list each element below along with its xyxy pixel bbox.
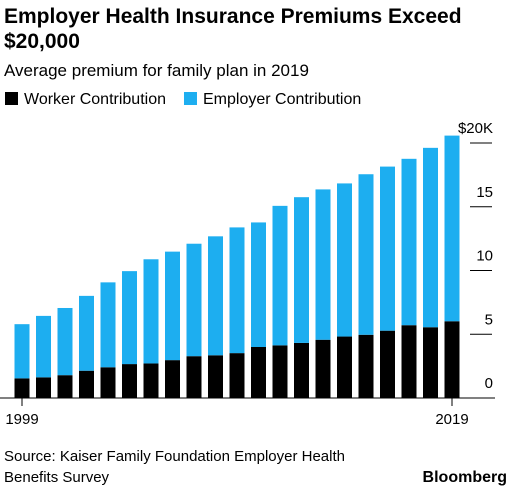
- y-tick-label: 15: [476, 184, 493, 201]
- chart-subtitle: Average premium for family plan in 2019: [4, 61, 309, 80]
- bar-segment: [401, 158, 417, 326]
- bar-segment: [208, 236, 223, 356]
- bar-segment: [165, 360, 180, 398]
- bar-segment: [294, 342, 309, 398]
- bar-segment: [272, 345, 288, 398]
- legend-label: Employer Contribution: [203, 91, 361, 108]
- bar-segment: [143, 363, 159, 398]
- bar-segment: [315, 339, 331, 398]
- source-line-2: Benefits Survey: [4, 469, 110, 486]
- bar-segment: [251, 222, 266, 347]
- bar-segment: [444, 321, 460, 398]
- bar-segment: [79, 295, 94, 371]
- y-tick-label: $20K: [458, 120, 493, 137]
- bar-segment: [380, 166, 395, 331]
- y-tick-label: 10: [476, 248, 493, 265]
- source-line-1: Source: Kaiser Family Foundation Employe…: [4, 448, 345, 465]
- bar-segment: [100, 367, 116, 398]
- bar-segment: [229, 227, 245, 354]
- bar-segment: [444, 135, 460, 322]
- bar-segment: [143, 259, 159, 364]
- chart-title: Employer Health Insurance Premiums Excee…: [4, 5, 462, 53]
- bar-segment: [79, 370, 94, 398]
- y-tick-label: 5: [485, 311, 493, 328]
- brand: Bloomberg: [423, 469, 507, 486]
- bar-segment: [122, 364, 137, 398]
- bar-segment: [14, 378, 30, 398]
- bar-segment: [186, 243, 202, 357]
- bar-segment: [57, 307, 73, 376]
- bar-segment: [57, 375, 73, 398]
- bar-segment: [294, 197, 309, 343]
- bar-segment: [358, 334, 374, 398]
- legend-label: Worker Contribution: [24, 91, 166, 108]
- bar-segment: [100, 282, 116, 368]
- bar-segment: [208, 355, 223, 398]
- bar-segment: [272, 205, 288, 346]
- bar-segment: [36, 315, 51, 378]
- bar-segment: [423, 147, 438, 328]
- bar-segment: [251, 347, 266, 398]
- bar-segment: [165, 251, 180, 361]
- bar-segment: [337, 336, 352, 398]
- bar-segment: [229, 353, 245, 398]
- bar-segment: [36, 377, 51, 398]
- bar-segment: [358, 174, 374, 335]
- legend-swatch: [5, 92, 18, 105]
- bar-segment: [14, 324, 30, 379]
- x-tick-label: 2019: [435, 411, 468, 428]
- legend-swatch: [183, 92, 197, 105]
- bar-segment: [122, 271, 137, 365]
- bar-segment: [380, 330, 395, 398]
- bar-segment: [401, 325, 417, 398]
- bar-segment: [186, 356, 202, 398]
- y-tick-label: 0: [485, 375, 493, 392]
- bar-segment: [337, 183, 352, 337]
- bar-segment: [315, 189, 331, 340]
- bar-segment: [423, 327, 438, 398]
- x-tick-label: 1999: [5, 411, 38, 428]
